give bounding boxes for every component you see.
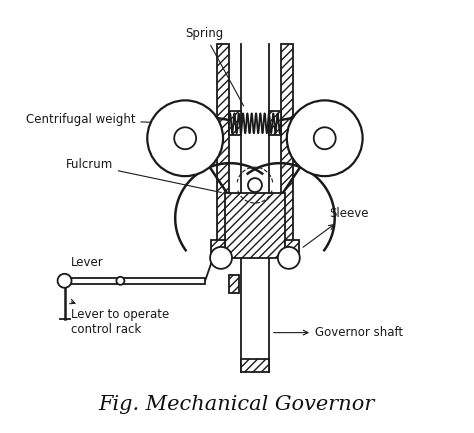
Circle shape [287,100,363,176]
Circle shape [210,247,232,269]
Text: Lever: Lever [71,256,103,269]
Polygon shape [211,240,225,258]
Text: Governor shaft: Governor shaft [273,326,403,339]
Polygon shape [64,278,205,284]
Text: Spring: Spring [185,27,244,106]
Circle shape [314,127,336,149]
Text: Centrifugal weight: Centrifugal weight [26,113,177,126]
Text: Fig. Mechanical Governor: Fig. Mechanical Governor [99,395,375,414]
Polygon shape [281,44,293,263]
Circle shape [248,178,262,192]
Text: Sleeve: Sleeve [303,207,369,247]
Polygon shape [229,275,239,293]
Polygon shape [285,240,299,258]
Circle shape [117,277,124,285]
Polygon shape [225,193,285,258]
Text: Fulcrum: Fulcrum [65,158,221,193]
Polygon shape [269,111,281,135]
Polygon shape [229,111,241,135]
Circle shape [278,247,300,269]
Circle shape [174,127,196,149]
Polygon shape [217,44,229,263]
Polygon shape [241,359,269,372]
Text: Lever to operate
control rack: Lever to operate control rack [70,299,169,336]
Circle shape [147,100,223,176]
Circle shape [57,274,72,288]
